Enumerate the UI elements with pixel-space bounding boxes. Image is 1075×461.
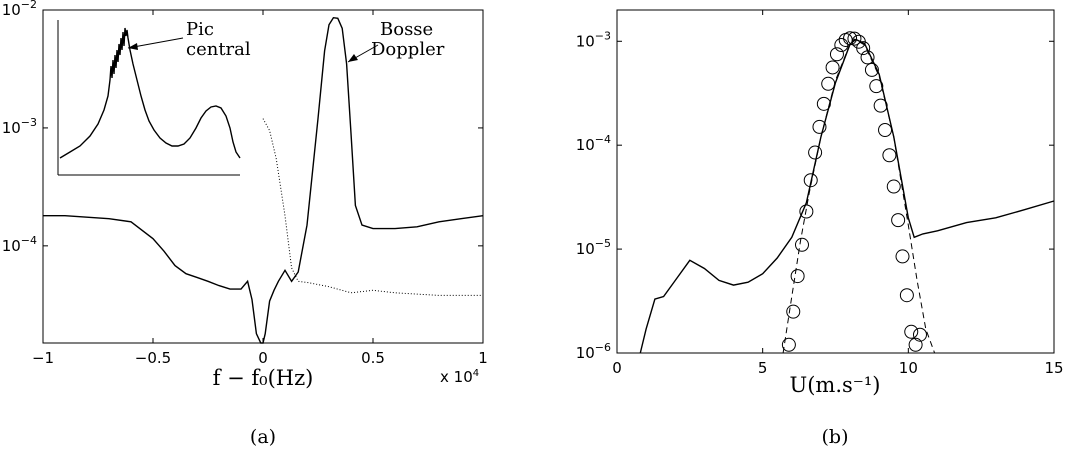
y-tick-label: 10−5 (576, 237, 611, 258)
data-point-circle (864, 62, 879, 77)
x-tick-label: 15 (1044, 359, 1063, 377)
data-point-circle (886, 179, 901, 194)
x-tick-label: −0.5 (135, 349, 171, 367)
series-line-solid (43, 16, 484, 344)
series-line-dashed (782, 38, 936, 354)
y-tick-base: 10 (576, 240, 595, 258)
y-tick-label: 10−2 (2, 0, 37, 19)
data-point-circle (834, 38, 849, 53)
data-point-circle (799, 204, 814, 219)
data-point-circle (812, 119, 827, 134)
annotation-central: central (186, 39, 251, 60)
data-point-circle (860, 50, 875, 65)
y-tick-exp: −6 (595, 341, 611, 354)
x-tick-label: 0 (612, 359, 622, 377)
series-line-dotted (262, 118, 483, 296)
chart-panel-b: 10−610−510−410−3 0 5 10 15 U(m.s⁻¹) (b) (576, 9, 1064, 448)
data-point-circle (856, 41, 871, 56)
data-point-circle (843, 31, 858, 46)
data-point-circle (908, 337, 923, 352)
y-tick-exp: −3 (595, 29, 611, 42)
x-multiplier-base: x 10 (440, 368, 473, 386)
data-point-circle (904, 324, 919, 339)
y-tick-base: 10 (2, 1, 21, 19)
annotation-doppler: Doppler (371, 39, 445, 60)
y-tick-base: 10 (2, 237, 21, 255)
y-ticks-b: 10−610−510−410−3 (576, 29, 1054, 362)
data-point-circle (808, 145, 823, 160)
y-tick-exp: −5 (595, 237, 611, 250)
x-ticks-b: 0 5 10 15 (612, 10, 1064, 377)
x-tick-label: −1 (32, 349, 54, 367)
x-ticks-a: −1 −0.5 0 0.5 1 (32, 10, 488, 367)
data-point-circle (816, 96, 831, 111)
data-point-circle (790, 269, 805, 284)
data-point-circle (786, 304, 801, 319)
y-tick-exp: −4 (21, 234, 37, 247)
data-point-circle (781, 337, 796, 352)
y-tick-label: 10−6 (576, 341, 611, 362)
y-tick-label: 10−4 (2, 234, 37, 255)
data-point-circle (891, 213, 906, 228)
data-point-circle (899, 288, 914, 303)
y-tick-exp: −4 (595, 133, 611, 146)
series-line-solid (639, 38, 1055, 354)
x-tick-label: 0 (258, 349, 268, 367)
y-tick-base: 10 (2, 119, 21, 137)
data-point-circle (803, 173, 818, 188)
y-tick-exp: −2 (21, 0, 37, 11)
data-point-circle (821, 76, 836, 91)
y-tick-base: 10 (576, 32, 595, 50)
panel-label-a: (a) (250, 426, 276, 448)
x-tick-label: 10 (899, 359, 918, 377)
annotation-bosse: Bosse (380, 19, 433, 40)
data-point-circle (869, 79, 884, 94)
data-point-circle (829, 47, 844, 62)
data-point-circle (878, 123, 893, 138)
data-point-circle (825, 60, 840, 75)
data-point-circle (912, 327, 927, 342)
x-multiplier-a: x 104 (440, 368, 479, 386)
series-group-a (43, 16, 484, 344)
y-tick-base: 10 (576, 136, 595, 154)
x-axis-label-b: U(m.s⁻¹) (790, 373, 881, 397)
bosse-doppler-arrowhead (348, 54, 358, 62)
chart-panel-a: 10−410−310−2 −1 −0.5 0 0.5 1 Pic central Bos… (2, 0, 488, 448)
data-point-circle (847, 31, 862, 46)
x-tick-label: 0.5 (361, 349, 385, 367)
y-tick-exp: −3 (21, 116, 37, 129)
inset-spectrum-line (59, 27, 241, 159)
data-point-circle (882, 148, 897, 163)
annotation-pic: Pic (186, 19, 214, 40)
y-ticks-a: 10−410−310−2 (2, 0, 483, 255)
y-tick-label: 10−3 (2, 116, 37, 137)
data-point-circle (895, 249, 910, 264)
x-multiplier-exp: 4 (473, 368, 479, 379)
y-tick-label: 10−4 (576, 133, 611, 154)
data-point-circle (794, 237, 809, 252)
x-tick-label: 1 (478, 349, 488, 367)
series-group-b (639, 31, 1055, 354)
inset-plot: Pic central (57, 19, 251, 176)
x-tick-label: 5 (758, 359, 768, 377)
panel-label-b: (b) (822, 426, 849, 448)
y-tick-base: 10 (576, 344, 595, 362)
data-point-circle (873, 98, 888, 113)
x-axis-label-a: f − f₀(Hz) (213, 366, 314, 390)
pic-central-arrowhead (128, 43, 138, 50)
y-tick-label: 10−3 (576, 29, 611, 50)
plot-area-b (616, 9, 1055, 354)
